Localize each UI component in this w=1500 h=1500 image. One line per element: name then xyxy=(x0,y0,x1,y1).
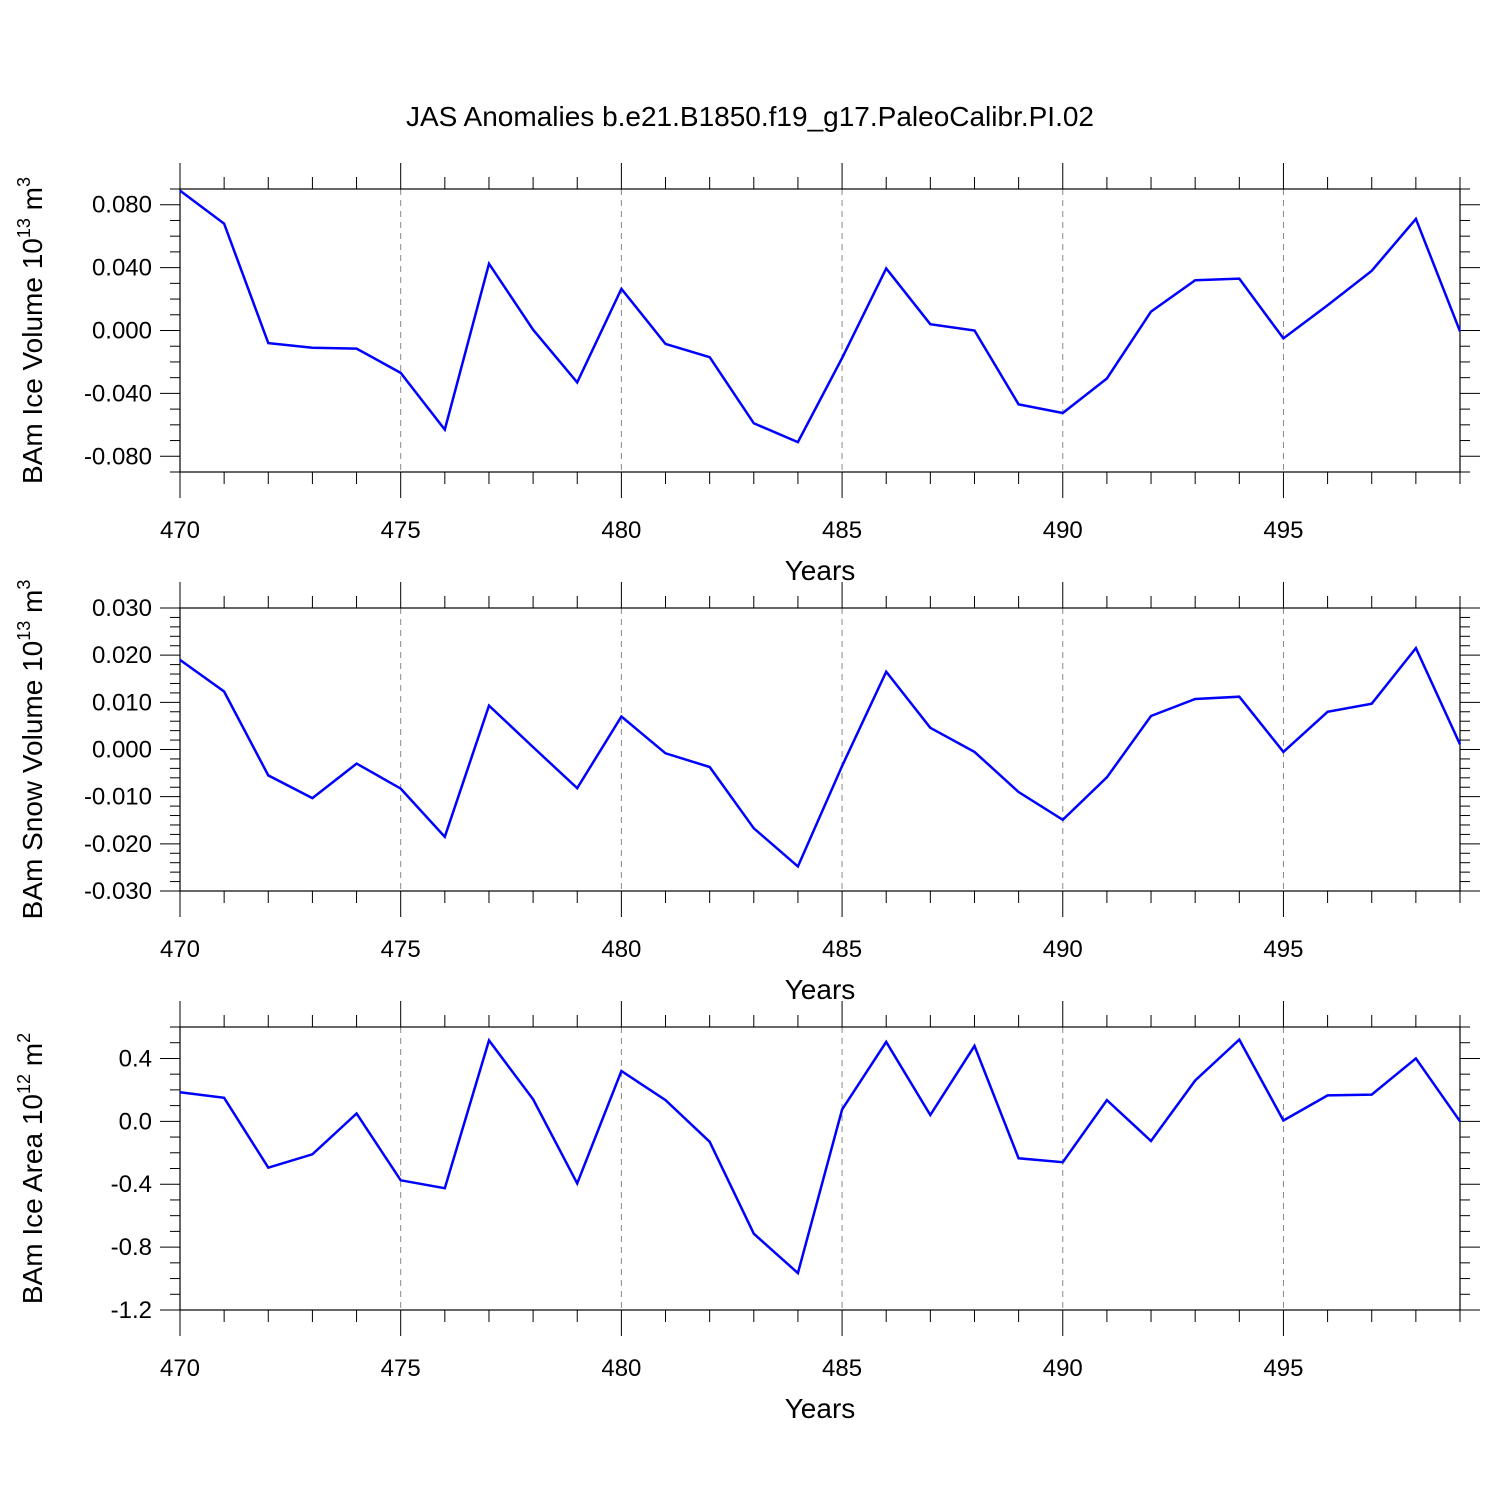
x-tick-label: 490 xyxy=(1043,936,1083,963)
y-axis-label-unit-exp: 3 xyxy=(14,177,34,187)
y-tick-label: 0.000 xyxy=(92,318,152,345)
x-tick-label: 480 xyxy=(601,517,641,544)
y-axis-label-base: BAm Snow Volume 10 xyxy=(17,641,48,920)
y-tick-label: 0.030 xyxy=(92,595,152,622)
y-axis-label-base: BAm Ice Area 10 xyxy=(17,1094,48,1304)
y-axis-label-exp: 13 xyxy=(14,218,34,238)
x-tick-label: 475 xyxy=(381,936,421,963)
x-tick-label: 480 xyxy=(601,936,641,963)
x-tick-label: 495 xyxy=(1263,936,1303,963)
y-axis-label: BAm Snow Volume 1013 m3 xyxy=(14,580,48,920)
series-line xyxy=(179,189,1462,444)
y-tick-label: -0.8 xyxy=(111,1234,152,1261)
chart-title: JAS Anomalies b.e21.B1850.f19_g17.PaleoC… xyxy=(406,101,1094,132)
x-tick-label: 490 xyxy=(1043,1355,1083,1382)
y-axis-label-unit: m xyxy=(17,187,48,218)
y-tick-label: -0.4 xyxy=(111,1171,152,1198)
x-tick-label: 475 xyxy=(381,1355,421,1382)
x-tick-label: 495 xyxy=(1263,517,1303,544)
x-tick-label: 475 xyxy=(381,517,421,544)
y-tick-label: 0.010 xyxy=(92,689,152,716)
y-tick-label: 0.4 xyxy=(119,1045,152,1072)
y-tick-label: -1.2 xyxy=(111,1297,152,1324)
y-axis-label-unit: m xyxy=(17,590,48,621)
y-axis-label: BAm Ice Volume 1013 m3 xyxy=(14,177,48,484)
y-tick-label: -0.010 xyxy=(84,784,152,811)
y-tick-label: -0.080 xyxy=(84,443,152,470)
y-axis-label-base: BAm Ice Volume 10 xyxy=(17,238,48,484)
y-tick-label: 0.040 xyxy=(92,255,152,282)
y-axis-label-exp: 13 xyxy=(14,621,34,641)
x-tick-label: 485 xyxy=(822,936,862,963)
x-tick-label: 490 xyxy=(1043,517,1083,544)
x-tick-label: 470 xyxy=(160,936,200,963)
y-tick-label: 0.020 xyxy=(92,642,152,669)
panel-3: 470 475 480 485 490 495 -1.2 -0.8 -0.4 0.0 0.4 Year… xyxy=(14,1001,1480,1424)
x-tick-label: 470 xyxy=(160,517,200,544)
y-axis-label-unit-exp: 3 xyxy=(14,580,34,590)
series-line xyxy=(179,1037,1462,1276)
y-tick-label: 0.0 xyxy=(119,1108,152,1135)
y-tick-label: -0.040 xyxy=(84,380,152,407)
y-tick-label: -0.020 xyxy=(84,831,152,858)
x-tick-label: 495 xyxy=(1263,1355,1303,1382)
x-tick-label: 485 xyxy=(822,1355,862,1382)
panel-2: 470 475 480 485 490 495 -0.030 -0.020 -0.010 0.00… xyxy=(14,580,1480,1005)
panel-1: 470 475 480 485 490 495 -0.080 -0.040 0.000 0.040… xyxy=(14,163,1480,586)
x-tick-label: 485 xyxy=(822,517,862,544)
plot-frame xyxy=(179,1026,1461,1311)
x-tick-label: 480 xyxy=(601,1355,641,1382)
plot-frame xyxy=(179,607,1461,892)
x-axis-label: Years xyxy=(785,1393,856,1424)
y-tick-label: 0.000 xyxy=(92,737,152,764)
y-tick-label: -0.030 xyxy=(84,878,152,905)
x-tick-label: 470 xyxy=(160,1355,200,1382)
plot-frame xyxy=(179,188,1461,473)
y-axis-label: BAm Ice Area 1012 m2 xyxy=(14,1033,48,1304)
y-tick-label: 0.080 xyxy=(92,192,152,219)
x-axis-label: Years xyxy=(785,555,856,586)
x-axis-label: Years xyxy=(785,974,856,1005)
y-axis-label-exp: 12 xyxy=(14,1074,34,1094)
series-line xyxy=(179,645,1462,869)
y-axis-label-unit: m xyxy=(17,1043,48,1074)
y-axis-label-unit-exp: 2 xyxy=(14,1033,34,1043)
